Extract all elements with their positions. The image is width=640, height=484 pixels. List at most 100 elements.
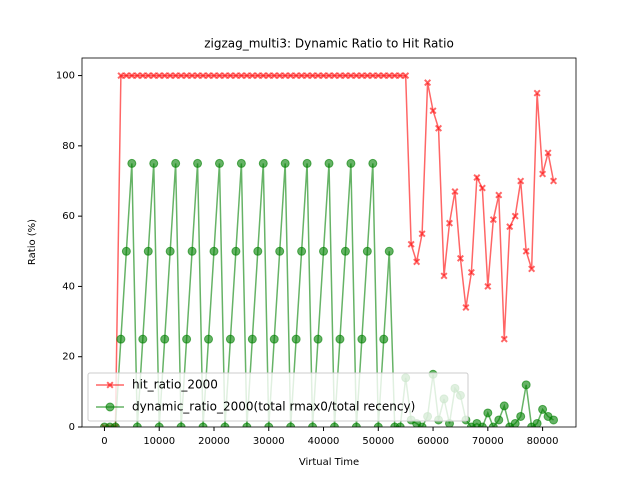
marker [363, 72, 371, 80]
chart-title: zigzag_multi3: Dynamic Ratio to Hit Rati… [204, 37, 454, 51]
marker [340, 246, 350, 256]
marker [495, 191, 503, 199]
marker [221, 72, 229, 80]
marker [484, 282, 492, 290]
marker [347, 72, 355, 80]
marker [538, 404, 548, 414]
marker [462, 304, 470, 312]
marker [346, 158, 356, 168]
marker [325, 72, 333, 80]
marker [396, 72, 404, 80]
marker [105, 402, 115, 412]
marker [265, 72, 273, 80]
marker [424, 79, 432, 87]
marker [374, 72, 382, 80]
marker [320, 72, 328, 80]
marker [533, 89, 541, 97]
marker [194, 72, 202, 80]
marker [177, 72, 185, 80]
marker [143, 246, 153, 256]
marker [133, 72, 141, 80]
marker [341, 72, 349, 80]
marker [467, 268, 475, 276]
marker [369, 72, 377, 80]
marker [160, 334, 170, 344]
marker [500, 335, 508, 343]
marker [161, 72, 169, 80]
marker [358, 72, 366, 80]
x-axis-label: Virtual Time [299, 457, 359, 468]
marker [264, 422, 274, 427]
marker [106, 381, 114, 389]
marker [183, 72, 191, 80]
marker [517, 177, 525, 185]
marker [248, 72, 256, 80]
marker [247, 334, 257, 344]
marker [253, 246, 263, 256]
x-tick-label: 70000 [472, 436, 504, 447]
marker [303, 72, 311, 80]
marker [351, 422, 361, 427]
marker [187, 246, 197, 256]
marker [149, 158, 159, 168]
marker [532, 418, 542, 427]
marker [456, 254, 464, 262]
marker [205, 72, 213, 80]
marker [209, 246, 219, 256]
marker [451, 188, 459, 196]
marker [242, 422, 252, 427]
y-tick-label: 80 [62, 141, 75, 152]
marker [176, 422, 186, 427]
marker [499, 401, 509, 411]
marker [435, 124, 443, 132]
y-tick-label: 100 [56, 71, 75, 82]
marker [166, 72, 174, 80]
marker [122, 72, 130, 80]
axes-frame [81, 57, 577, 428]
marker [243, 72, 251, 80]
marker [550, 177, 558, 185]
marker [116, 334, 126, 344]
marker [236, 158, 246, 168]
marker [237, 72, 245, 80]
marker [150, 72, 158, 80]
marker [226, 72, 234, 80]
marker [188, 72, 196, 80]
marker [117, 72, 125, 80]
marker [539, 170, 547, 178]
marker [494, 415, 504, 425]
marker [511, 212, 519, 220]
marker [510, 418, 520, 427]
marker [489, 216, 497, 224]
y-tick-label: 60 [62, 211, 75, 222]
marker [269, 334, 279, 344]
marker [210, 72, 218, 80]
marker [418, 230, 426, 238]
legend-box [87, 372, 469, 422]
marker [319, 246, 329, 256]
marker [324, 158, 334, 168]
marker [335, 334, 345, 344]
legend-label: hit_ratio_2000 [132, 378, 218, 392]
marker [259, 72, 267, 80]
plot-area [99, 72, 559, 427]
marker [110, 422, 120, 427]
x-tick-label: 20000 [198, 436, 230, 447]
x-tick-label: 40000 [308, 436, 340, 447]
marker [286, 422, 296, 427]
marker [329, 422, 339, 427]
marker [225, 334, 235, 344]
marker [368, 158, 378, 168]
x-tick-label: 10000 [143, 436, 175, 447]
marker [330, 72, 338, 80]
marker [199, 72, 207, 80]
x-tick-label: 60000 [417, 436, 449, 447]
marker [314, 72, 322, 80]
marker [291, 334, 301, 344]
marker [231, 246, 241, 256]
marker [407, 240, 415, 248]
marker [155, 72, 163, 80]
marker [258, 158, 268, 168]
marker [385, 72, 393, 80]
